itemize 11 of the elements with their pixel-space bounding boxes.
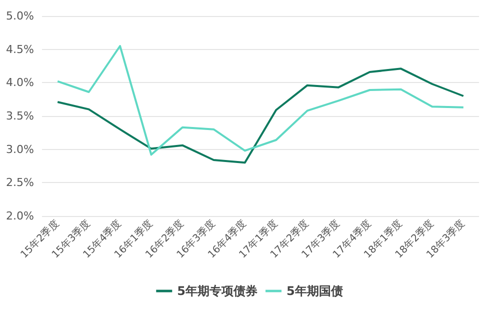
y-tick-label: 2.5%	[6, 176, 34, 190]
y-tick-label: 2.0%	[6, 210, 34, 222]
y-tick-label: 5.0%	[6, 10, 34, 22]
y-tick-label: 4.5%	[6, 42, 34, 56]
legend-label: 5年期国债	[286, 284, 343, 298]
y-tick-label: 4.0%	[6, 76, 34, 90]
line-series	[56, 68, 464, 164]
y-tick-label: 3.5%	[6, 110, 34, 122]
y-tick-label: 3.0%	[6, 142, 34, 156]
line-series	[56, 45, 464, 156]
legend-label: 5年期专项债券	[177, 284, 258, 298]
